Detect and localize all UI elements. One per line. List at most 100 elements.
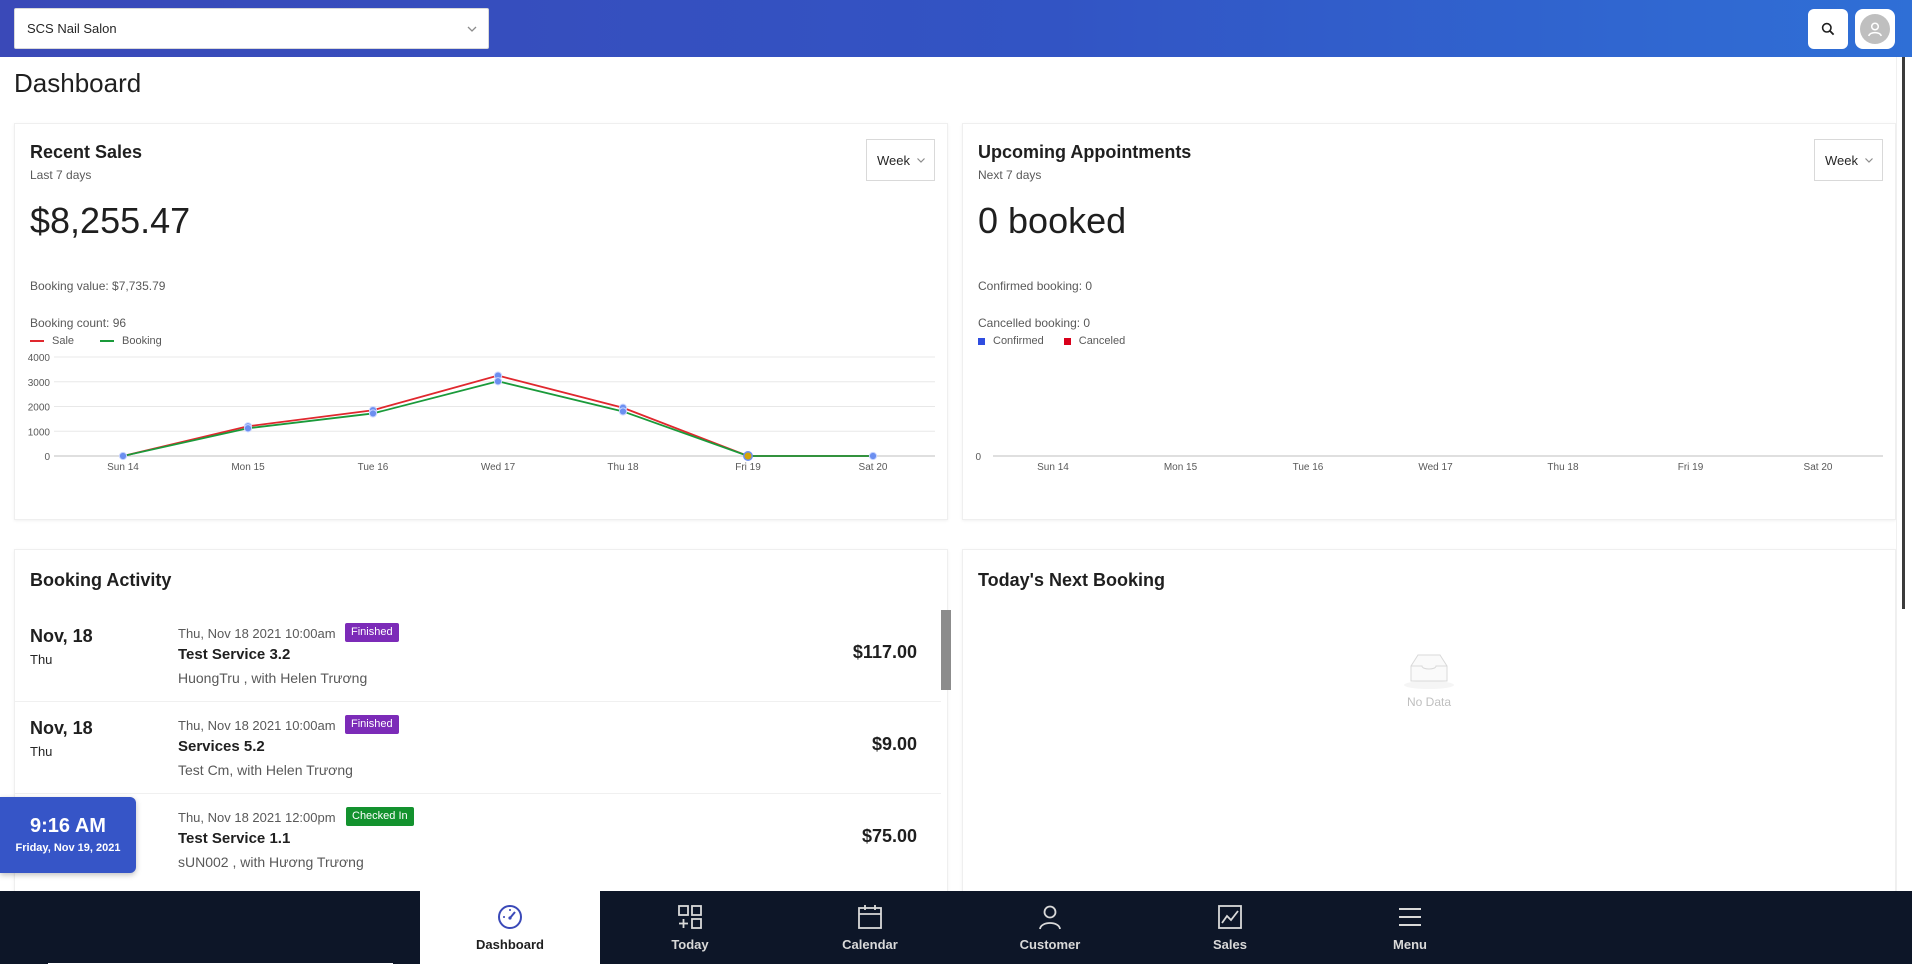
activity-date: Nov, 18 (30, 626, 93, 646)
legend-swatch (30, 340, 44, 342)
series-line-sale (122, 374, 873, 457)
list-item[interactable]: Thu, Nov 18 2021 12:00pm Checked In Test… (15, 794, 941, 886)
list-item[interactable]: Nov, 18 Thu Thu, Nov 18 2021 10:00am Fin… (15, 610, 941, 702)
cancelled-count: Cancelled booking: 0 (978, 316, 1091, 330)
activity-client: HuongTru , with Helen Trương (178, 670, 368, 686)
booking-count: Booking count: 96 (30, 316, 127, 330)
activity-time: Thu, Nov 18 2021 10:00am (178, 718, 336, 733)
x-tick-label: Sat 20 (859, 462, 888, 473)
appointments-bar-chart: 0 Sun 14 Mon 15 Tue 16 Wed 17 Thu 18 Fri 19 Sat… (975, 452, 1883, 473)
upcoming-appointments-card: Upcoming Appointments Next 7 days Week 0… (962, 123, 1896, 520)
activity-date: Nov, 18 (30, 718, 93, 738)
nav-item-menu[interactable]: Menu (1320, 891, 1500, 964)
x-tick-label: Wed 17 (1418, 462, 1453, 473)
booking-value: Booking value: $7,735.79 (30, 279, 166, 293)
chevron-down-icon (467, 26, 477, 32)
account-button[interactable] (1855, 9, 1895, 49)
activity-time: Thu, Nov 18 2021 10:00am (178, 626, 336, 641)
legend-item-canceled[interactable]: Canceled (1063, 335, 1126, 347)
legend-item-confirmed[interactable]: Confirmed (978, 335, 1044, 347)
sales-line-chart: 0 1000 2000 3000 4000 Sun 14 Mon 15 Tue 16 Wed 1… (28, 353, 935, 473)
data-point (493, 377, 503, 386)
nav-item-sales[interactable]: Sales (1140, 891, 1320, 964)
legend-item-sale[interactable]: Sale (30, 335, 74, 347)
user-icon (1039, 905, 1061, 930)
legend-label: Confirmed (993, 335, 1044, 347)
data-point (118, 451, 128, 461)
x-tick-label: Sun 14 (1037, 462, 1069, 473)
sales-range-value: Week (877, 152, 910, 168)
list-item[interactable]: Nov, 18 Thu Thu, Nov 18 2021 10:00am Fin… (15, 702, 941, 794)
salon-select[interactable]: SCS Nail Salon (14, 8, 489, 49)
top-bar: SCS Nail Salon (0, 0, 1912, 57)
legend-item-booking[interactable]: Booking (100, 335, 162, 347)
appointments-range-select[interactable]: Week (1814, 139, 1883, 181)
menu-icon (1399, 908, 1421, 926)
y-tick-label: 0 (44, 452, 50, 463)
nav-label: Today (671, 937, 709, 952)
activity-price: $9.00 (871, 734, 917, 754)
page-title: Dashboard (14, 68, 142, 98)
x-tick-label: Sun 14 (107, 462, 139, 473)
nav-label: Customer (1019, 937, 1081, 952)
legend-swatch (100, 340, 115, 342)
booking-activity-list[interactable]: Nov, 18 Thu Thu, Nov 18 2021 10:00am Fin… (15, 610, 959, 886)
scrollbar-track[interactable] (1902, 57, 1905, 609)
y-tick-label: 3000 (28, 378, 51, 389)
legend-swatch (978, 337, 985, 345)
y-tick-label: 2000 (28, 403, 51, 414)
clock-date: Friday, Nov 19, 2021 (15, 842, 121, 854)
nav-label: Calendar (842, 937, 898, 952)
data-point (868, 451, 878, 461)
nav-label: Menu (1393, 937, 1427, 952)
clock-widget: 9:16 AM Friday, Nov 19, 2021 (0, 797, 136, 873)
chevron-down-icon (917, 158, 925, 163)
y-tick-label: 0 (975, 452, 981, 463)
chart-icon (1218, 905, 1242, 929)
status-badge: Checked In (346, 807, 414, 826)
y-tick-label: 4000 (28, 353, 51, 364)
activity-weekday: Thu (30, 652, 53, 667)
list-scrollbar[interactable] (941, 610, 951, 690)
salon-select-value: SCS Nail Salon (27, 21, 117, 36)
x-tick-label: Tue 16 (1293, 462, 1324, 473)
activity-service: Test Service 3.2 (178, 646, 291, 663)
x-tick-label: Thu 18 (607, 462, 639, 473)
x-tick-label: Mon 15 (231, 462, 265, 473)
activity-service: Services 5.2 (178, 738, 265, 755)
empty-text: No Data (1406, 695, 1452, 709)
upcoming-subtitle: Next 7 days (978, 168, 1042, 182)
calendar-icon (858, 905, 882, 929)
activity-price: $117.00 (852, 642, 917, 662)
recent-sales-title: Recent Sales (30, 142, 143, 162)
dashboard-page: Dashboard Recent Sales Last 7 days Week … (0, 57, 1896, 933)
booking-activity-title: Booking Activity (30, 570, 172, 590)
sales-range-select[interactable]: Week (866, 139, 935, 181)
avatar (1860, 14, 1890, 44)
recent-sales-card: Recent Sales Last 7 days Week $8,255.47 … (14, 123, 948, 520)
nav-item-dashboard[interactable]: Dashboard (420, 891, 600, 964)
nav-label: Sales (1213, 937, 1247, 952)
nav-item-today[interactable]: Today (600, 891, 780, 964)
next-booking-card: Today's Next Booking No Data (962, 549, 1896, 933)
activity-price: $75.00 (861, 826, 917, 846)
appointments-range-value: Week (1825, 152, 1858, 168)
legend-label: Canceled (1078, 335, 1126, 347)
data-point (368, 409, 378, 418)
search-button[interactable] (1808, 9, 1848, 49)
legend-label: Booking (122, 335, 162, 347)
x-tick-label: Sat 20 (1804, 462, 1833, 473)
status-badge: Finished (345, 715, 399, 734)
data-point (618, 407, 628, 416)
x-tick-label: Fri 19 (735, 462, 761, 473)
nav-item-customer[interactable]: Customer (960, 891, 1140, 964)
page-scrollbar[interactable] (1896, 57, 1912, 891)
status-badge: Finished (345, 623, 399, 642)
activity-service: Test Service 1.1 (178, 830, 291, 847)
next-booking-title: Today's Next Booking (978, 570, 1165, 590)
x-tick-label: Mon 15 (1164, 462, 1198, 473)
activity-time: Thu, Nov 18 2021 12:00pm (178, 810, 336, 825)
nav-item-calendar[interactable]: Calendar (780, 891, 960, 964)
legend-swatch (1063, 337, 1071, 345)
sales-legend: Sale Booking (30, 335, 162, 347)
